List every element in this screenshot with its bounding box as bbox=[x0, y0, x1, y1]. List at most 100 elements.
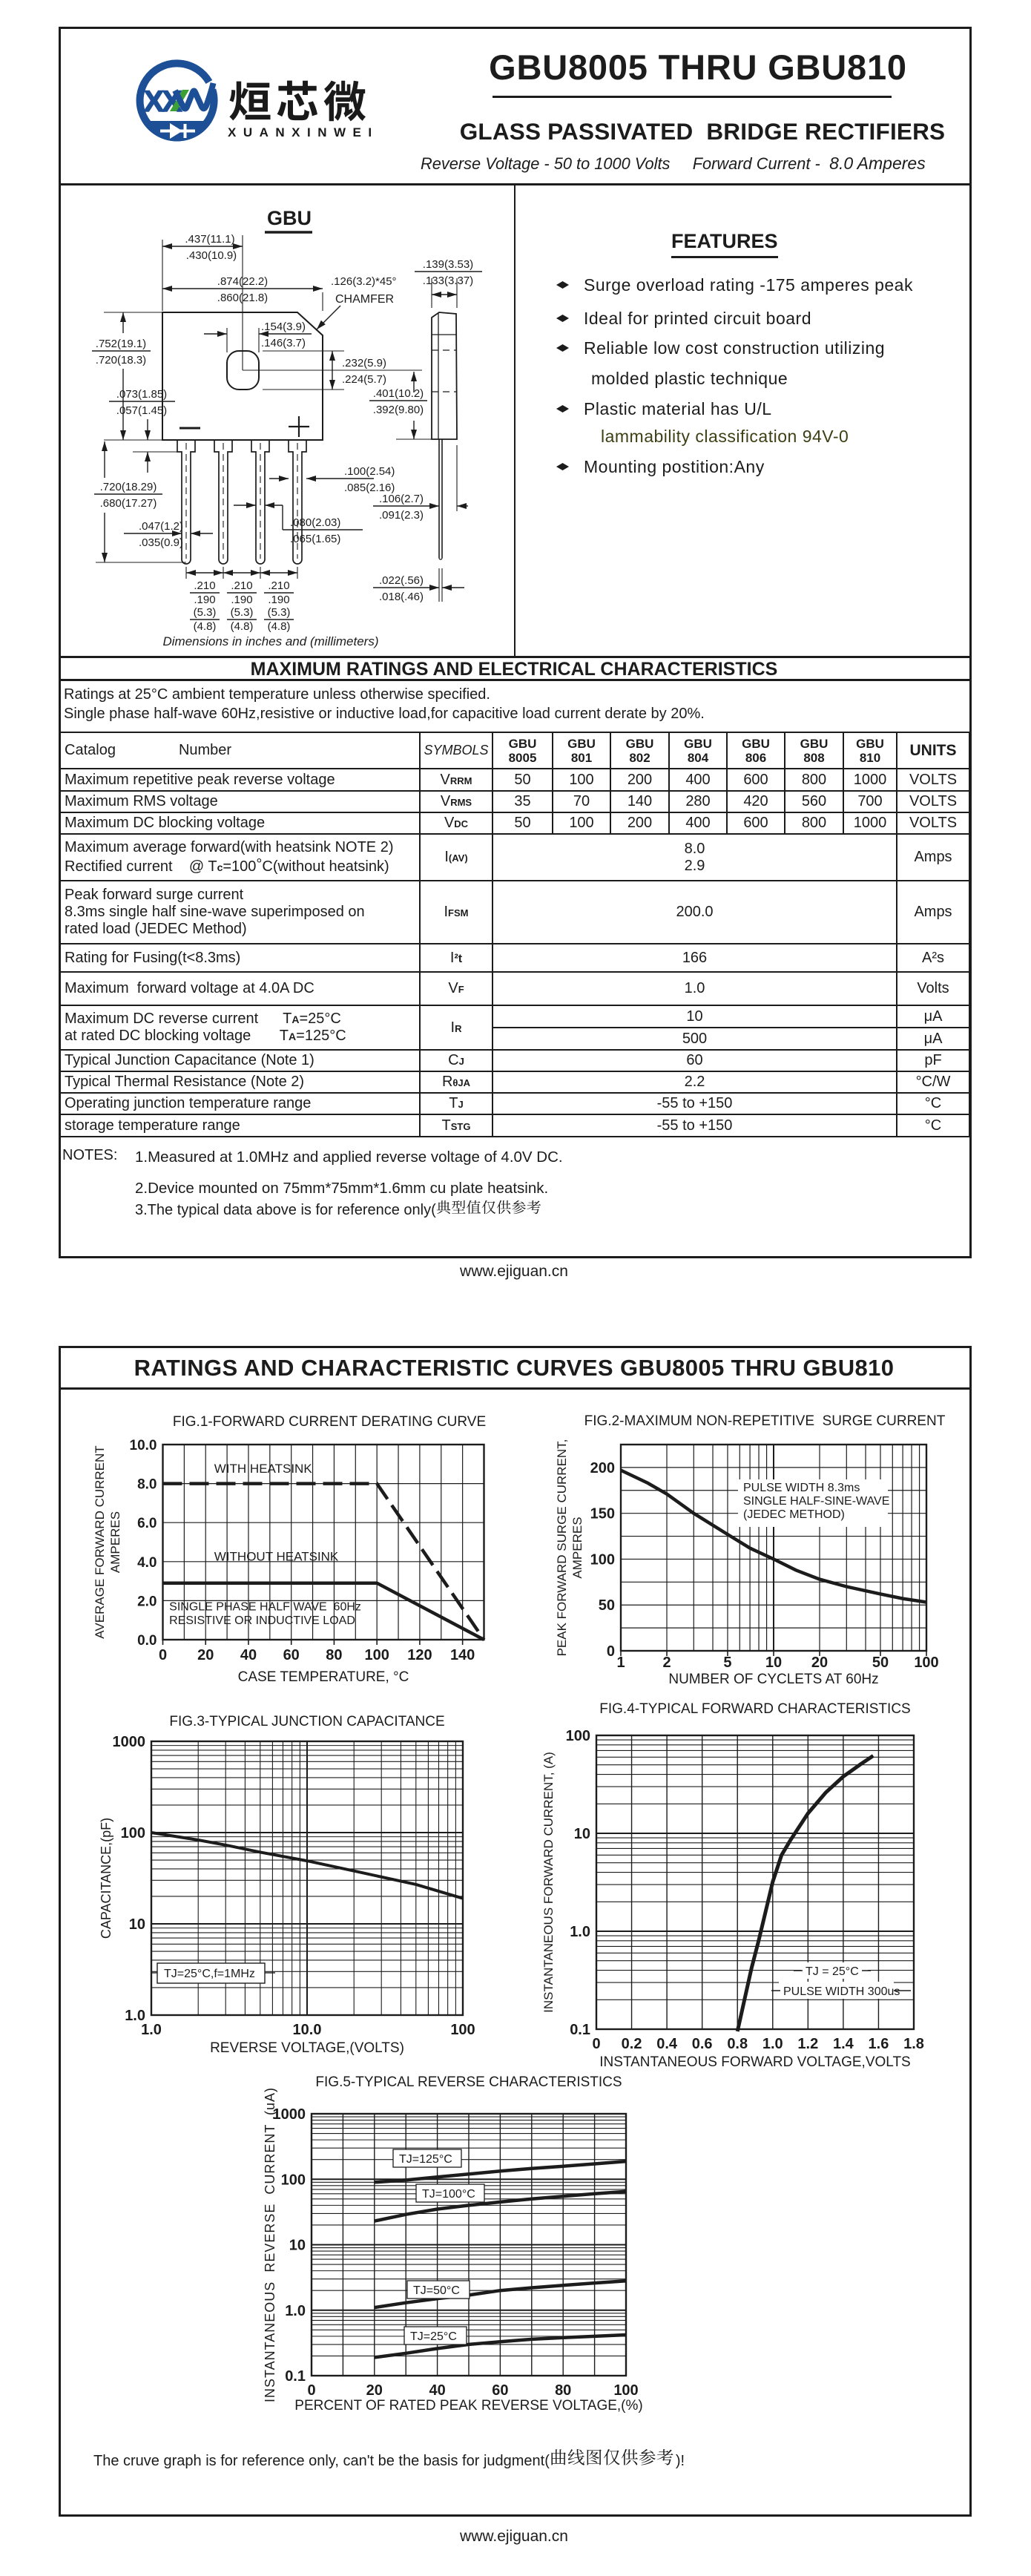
svg-text:SINGLE PHASE HALF WAVE 60Hz: SINGLE PHASE HALF WAVE 60Hz bbox=[169, 1601, 361, 1614]
svg-text:.190: .190 bbox=[268, 594, 289, 606]
svg-text:CAPACITANCE,(pF): CAPACITANCE,(pF) bbox=[99, 1818, 113, 1939]
svg-text:80: 80 bbox=[555, 2382, 571, 2399]
svg-text:GBU: GBU bbox=[267, 207, 312, 229]
svg-text:2.0: 2.0 bbox=[137, 1594, 157, 1609]
svg-text:100: 100 bbox=[364, 1647, 389, 1663]
svg-text:.224(5.7): .224(5.7) bbox=[342, 373, 386, 386]
svg-text:WITH HEATSINK: WITH HEATSINK bbox=[214, 1462, 313, 1476]
svg-text:NUMBER OF CYCLETS AT 60Hz: NUMBER OF CYCLETS AT 60Hz bbox=[668, 1672, 878, 1687]
svg-text:.085(2.16): .085(2.16) bbox=[344, 482, 395, 494]
svg-text:.080(2.03): .080(2.03) bbox=[290, 516, 340, 529]
svg-text:100: 100 bbox=[613, 2382, 638, 2399]
svg-text:.190: .190 bbox=[194, 594, 215, 606]
svg-text:6.0: 6.0 bbox=[137, 1516, 157, 1531]
svg-text:50: 50 bbox=[599, 1597, 615, 1614]
svg-text:(5.3): (5.3) bbox=[231, 606, 254, 619]
svg-text:(4.8): (4.8) bbox=[194, 620, 217, 633]
svg-text:.065(1.65): .065(1.65) bbox=[290, 533, 340, 545]
svg-text:20: 20 bbox=[366, 2382, 383, 2399]
svg-text:1000: 1000 bbox=[113, 1734, 146, 1750]
svg-text:0.0: 0.0 bbox=[137, 1633, 157, 1649]
svg-text:FIG.4-TYPICAL FORWARD CHARACTE: FIG.4-TYPICAL FORWARD CHARACTERISTICS bbox=[599, 1703, 910, 1717]
svg-text:.752(19.1): .752(19.1) bbox=[96, 338, 146, 350]
svg-text:(5.3): (5.3) bbox=[268, 606, 291, 619]
svg-text:TJ = 25°C: TJ = 25°C bbox=[806, 1965, 859, 1978]
svg-text:AMPERES: AMPERES bbox=[108, 1511, 122, 1573]
svg-text:0.4: 0.4 bbox=[656, 2036, 678, 2052]
svg-text:.035(0.9): .035(0.9) bbox=[139, 536, 183, 549]
svg-text:RESISTIVE OR INDUCTIVE LOAD: RESISTIVE OR INDUCTIVE LOAD bbox=[169, 1614, 355, 1627]
svg-text:.022(.56): .022(.56) bbox=[379, 574, 424, 587]
svg-text:5: 5 bbox=[723, 1655, 731, 1671]
svg-text:20: 20 bbox=[197, 1647, 214, 1663]
svg-text:.401(10.2): .401(10.2) bbox=[373, 387, 424, 400]
svg-text:10: 10 bbox=[129, 1916, 145, 1933]
svg-text:.139(3.53): .139(3.53) bbox=[423, 258, 473, 271]
svg-text:.210: .210 bbox=[268, 579, 289, 592]
svg-text:0.1: 0.1 bbox=[570, 2022, 590, 2038]
svg-text:(4.8): (4.8) bbox=[231, 620, 254, 633]
svg-text:CASE TEMPERATURE, °C: CASE TEMPERATURE, °C bbox=[238, 1669, 409, 1685]
svg-text:8.0: 8.0 bbox=[137, 1477, 157, 1493]
svg-text:10.0: 10.0 bbox=[293, 2022, 322, 2038]
svg-text:.210: .210 bbox=[194, 579, 215, 592]
svg-text:TJ=25°C: TJ=25°C bbox=[410, 2330, 457, 2343]
svg-text:FIG.5-TYPICAL REVERSE CHARACTE: FIG.5-TYPICAL REVERSE CHARACTERISTICS bbox=[315, 2076, 622, 2090]
svg-text:1.0: 1.0 bbox=[762, 2036, 783, 2052]
svg-text:CHAMFER: CHAMFER bbox=[335, 293, 394, 306]
svg-text:FIG.1-FORWARD CURRENT DERATING: FIG.1-FORWARD CURRENT DERATING CURVE bbox=[173, 1414, 486, 1430]
svg-text:.720(18.29): .720(18.29) bbox=[100, 481, 157, 493]
svg-text:100: 100 bbox=[914, 1655, 938, 1671]
svg-text:TJ=100°C: TJ=100°C bbox=[422, 2188, 475, 2201]
svg-text:.018(.46): .018(.46) bbox=[379, 591, 424, 603]
svg-text:2: 2 bbox=[662, 1655, 671, 1671]
svg-text:20: 20 bbox=[811, 1655, 828, 1671]
svg-text:100: 100 bbox=[121, 1825, 145, 1841]
svg-text:.126(3.2)*45°: .126(3.2)*45° bbox=[331, 275, 397, 288]
svg-text:1.2: 1.2 bbox=[797, 2036, 818, 2052]
svg-text:100: 100 bbox=[450, 2022, 475, 2038]
svg-text:120: 120 bbox=[407, 1647, 432, 1663]
svg-text:0.1: 0.1 bbox=[285, 2368, 306, 2385]
svg-text:.133(3.37): .133(3.37) bbox=[423, 275, 473, 287]
svg-text:100: 100 bbox=[590, 1551, 615, 1568]
svg-text:50: 50 bbox=[872, 1655, 889, 1671]
svg-text:1.0: 1.0 bbox=[285, 2303, 306, 2319]
svg-text:0.6: 0.6 bbox=[692, 2036, 713, 2052]
svg-text:200: 200 bbox=[590, 1460, 615, 1476]
svg-text:1.4: 1.4 bbox=[833, 2036, 854, 2052]
svg-text:INSTANTANEOUS FORWARD VOLTAGE,: INSTANTANEOUS FORWARD VOLTAGE,VOLTS bbox=[599, 2054, 910, 2070]
svg-text:.860(21.8): .860(21.8) bbox=[217, 292, 268, 304]
svg-text:Dimensions in inches and (mill: Dimensions in inches and (millimeters) bbox=[163, 634, 379, 648]
svg-text:1.0: 1.0 bbox=[570, 1924, 590, 1940]
svg-text:.190: .190 bbox=[231, 594, 252, 606]
svg-text:0.2: 0.2 bbox=[622, 2036, 642, 2052]
svg-text:40: 40 bbox=[429, 2382, 445, 2399]
svg-text:FIG.3-TYPICAL JUNCTION CAPACIT: FIG.3-TYPICAL JUNCTION CAPACITANCE bbox=[169, 1714, 444, 1729]
svg-text:.146(3.7): .146(3.7) bbox=[261, 337, 306, 349]
svg-text:TJ=125°C: TJ=125°C bbox=[399, 2153, 452, 2166]
svg-text:(4.8): (4.8) bbox=[268, 620, 291, 633]
svg-text:TJ=50°C: TJ=50°C bbox=[413, 2284, 460, 2297]
svg-text:0.8: 0.8 bbox=[727, 2036, 748, 2052]
svg-text:1.6: 1.6 bbox=[869, 2036, 889, 2052]
svg-text:.057(1.45): .057(1.45) bbox=[116, 404, 167, 417]
svg-text:10: 10 bbox=[289, 2238, 306, 2254]
svg-text:.720(18.3): .720(18.3) bbox=[96, 354, 146, 367]
svg-text:.210: .210 bbox=[231, 579, 252, 592]
svg-text:10.0: 10.0 bbox=[130, 1438, 157, 1453]
svg-text:REVERSE VOLTAGE,(VOLTS): REVERSE VOLTAGE,(VOLTS) bbox=[210, 2040, 404, 2056]
svg-text:100: 100 bbox=[566, 1728, 590, 1744]
svg-text:INSTANTANEOUS REVERSE CURREN: INSTANTANEOUS REVERSE CURRENT ,(uA) bbox=[263, 2087, 277, 2402]
svg-text:60: 60 bbox=[492, 2382, 508, 2399]
svg-text:10: 10 bbox=[574, 1826, 590, 1842]
svg-text:INSTANTANEOUS FORWARD CURRENT,: INSTANTANEOUS FORWARD CURRENT, (A) bbox=[541, 1752, 556, 2013]
svg-text:.154(3.9): .154(3.9) bbox=[261, 321, 306, 333]
svg-text:XUANXINWEI: XUANXINWEI bbox=[228, 125, 379, 139]
svg-text:TJ=25°C,f=1MHz: TJ=25°C,f=1MHz bbox=[164, 1968, 255, 1980]
svg-text:60: 60 bbox=[283, 1647, 300, 1663]
svg-text:.073(1.85): .073(1.85) bbox=[116, 388, 167, 401]
svg-text:1: 1 bbox=[616, 1655, 625, 1671]
svg-text:SINGLE HALF-SINE-WAVE: SINGLE HALF-SINE-WAVE bbox=[743, 1495, 889, 1508]
svg-text:.100(2.54): .100(2.54) bbox=[344, 465, 395, 478]
